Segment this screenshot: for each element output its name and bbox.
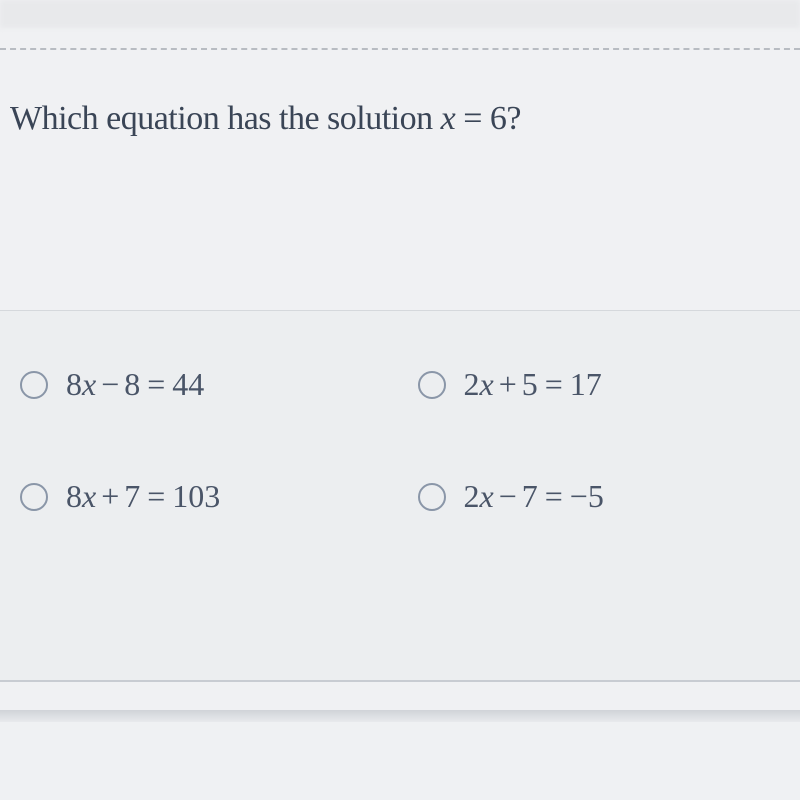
eq-var: x [82, 478, 96, 514]
eq-coef: 2 [464, 478, 480, 514]
eq-equals: = [545, 366, 563, 402]
eq-equals: = [545, 478, 563, 514]
question-prefix: Which equation has the solution [10, 100, 441, 137]
question-suffix: ? [506, 100, 521, 137]
eq-operator: − [499, 478, 517, 514]
answers-panel: 8x−8=44 2x+5=17 8x+7=103 2x−7=−5 [0, 310, 800, 680]
eq-coef: 8 [66, 478, 82, 514]
radio-icon [20, 483, 48, 511]
eq-rhs: 103 [172, 478, 220, 514]
eq-operator: − [101, 366, 119, 402]
question-equals: = [455, 100, 490, 137]
equation-d: 2x−7=−5 [464, 478, 604, 515]
eq-const: 8 [124, 366, 140, 402]
answers-grid: 8x−8=44 2x+5=17 8x+7=103 2x−7=−5 [20, 366, 780, 515]
eq-equals: = [147, 478, 165, 514]
eq-var: x [480, 366, 494, 402]
eq-coef: 8 [66, 366, 82, 402]
section-divider [0, 48, 800, 50]
eq-var: x [480, 478, 494, 514]
eq-operator: + [499, 366, 517, 402]
answer-option-a[interactable]: 8x−8=44 [20, 366, 383, 403]
radio-icon [20, 371, 48, 399]
equation-b: 2x+5=17 [464, 366, 602, 403]
radio-icon [418, 371, 446, 399]
answer-option-b[interactable]: 2x+5=17 [418, 366, 781, 403]
eq-var: x [82, 366, 96, 402]
eq-equals: = [147, 366, 165, 402]
eq-coef: 2 [464, 366, 480, 402]
radio-icon [418, 483, 446, 511]
answer-option-c[interactable]: 8x+7=103 [20, 478, 383, 515]
top-blur-area [0, 0, 800, 28]
bottom-area [0, 722, 800, 800]
equation-a: 8x−8=44 [66, 366, 204, 403]
question-area: Which equation has the solution x = 6? [0, 100, 800, 138]
eq-operator: + [101, 478, 119, 514]
question-variable: x [441, 100, 456, 137]
answer-option-d[interactable]: 2x−7=−5 [418, 478, 781, 515]
bottom-divider [0, 680, 800, 682]
eq-const: 5 [522, 366, 538, 402]
question-value: 6 [490, 100, 507, 137]
eq-const: 7 [124, 478, 140, 514]
eq-rhs: −5 [570, 478, 604, 514]
eq-const: 7 [522, 478, 538, 514]
eq-rhs: 17 [570, 366, 602, 402]
equation-c: 8x+7=103 [66, 478, 220, 515]
eq-rhs: 44 [172, 366, 204, 402]
question-text: Which equation has the solution x = 6? [10, 100, 790, 138]
quiz-page: Which equation has the solution x = 6? 8… [0, 0, 800, 800]
bottom-shadow [0, 710, 800, 722]
